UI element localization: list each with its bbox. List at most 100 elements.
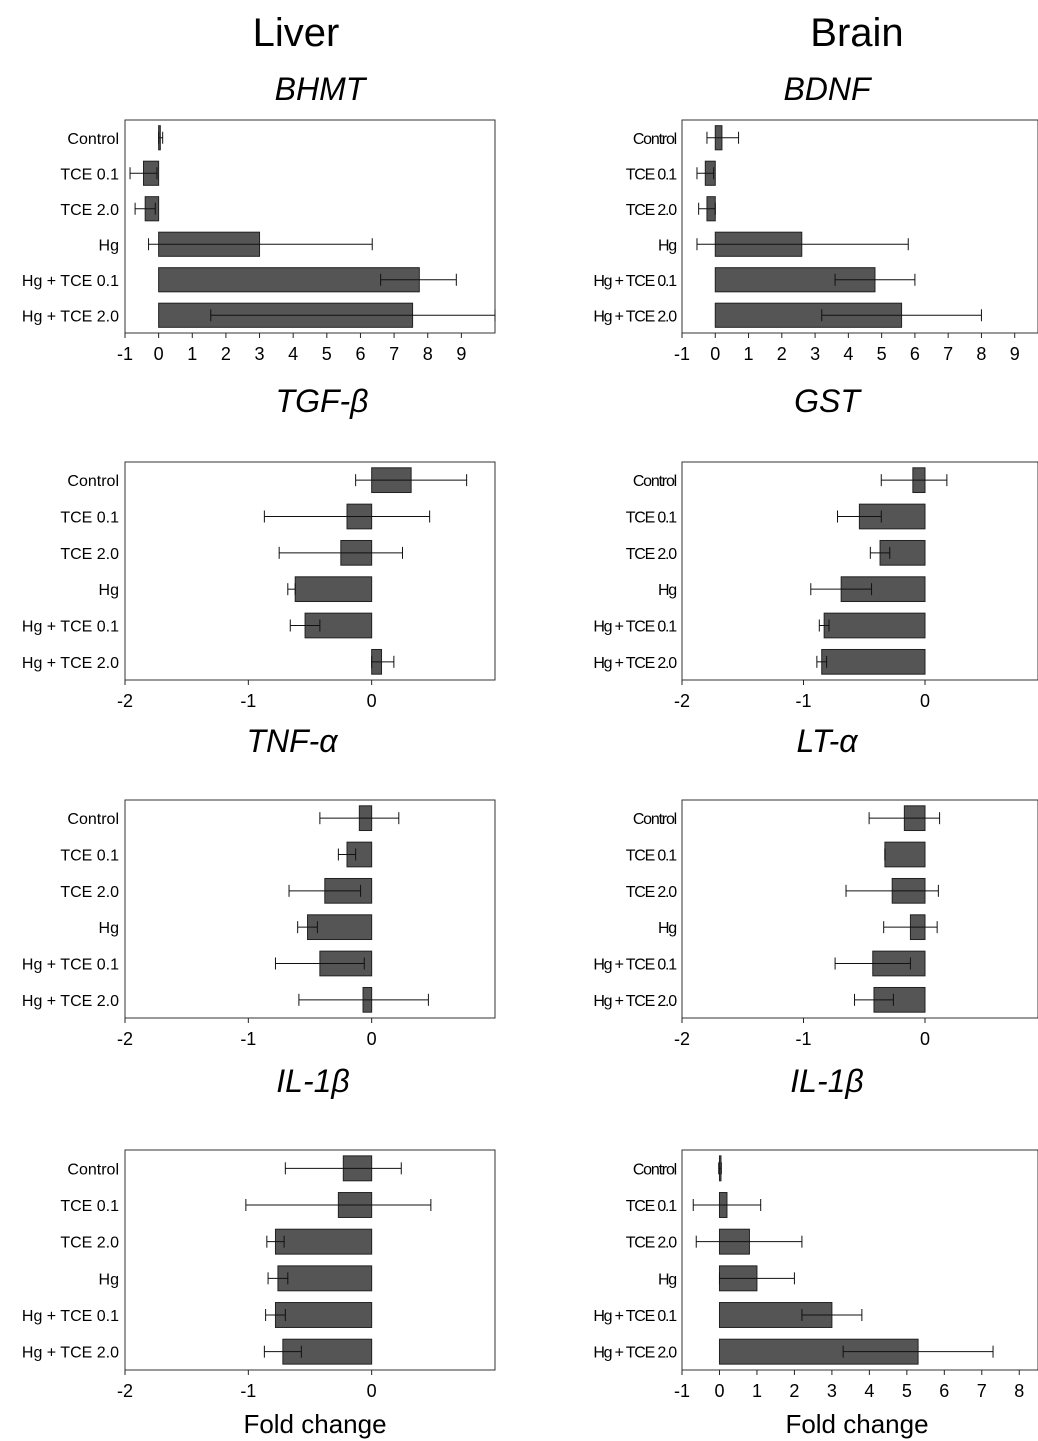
- x-tick-label: 6: [910, 344, 920, 364]
- category-label: TCE 0.1: [60, 848, 119, 865]
- category-label: TCE 0.1: [626, 166, 678, 183]
- x-tick-label: -1: [674, 344, 690, 364]
- error-bar: [816, 655, 828, 668]
- x-tick-label: 4: [864, 1381, 874, 1401]
- plot-frame: [124, 119, 496, 334]
- x-tick-label: 3: [255, 344, 265, 364]
- error-bar: [298, 993, 429, 1006]
- error-bar: [842, 1345, 994, 1358]
- category-label: Hg: [99, 237, 119, 254]
- error-bar: [267, 1272, 289, 1285]
- error-bar: [158, 131, 164, 144]
- category-label: Control: [67, 1161, 119, 1178]
- panel-3: TGF-β Control TCE 0.1 TCE 2.0 Hg Hg + TCE 0.1…: [22, 383, 496, 711]
- x-tick-label: 7: [943, 344, 953, 364]
- error-bar: [371, 655, 395, 668]
- column-title-liver: Liver: [253, 11, 340, 55]
- x-tick-label: 4: [288, 344, 298, 364]
- error-bar: [289, 619, 321, 632]
- category-label: Hg: [99, 920, 119, 937]
- error-bar: [696, 167, 715, 180]
- category-label: Hg + TCE 0.1: [22, 273, 119, 290]
- panel-6: LT-α Control TCE 0.1 TCE 2.0 Hg Hg + TCE 0.1 H…: [593, 723, 1038, 1049]
- x-tick-label: -1: [674, 1381, 690, 1401]
- category-label: Control: [67, 131, 119, 148]
- category-label: TCE 0.1: [626, 1198, 678, 1215]
- error-bar: [854, 993, 894, 1006]
- category-label: Hg + TCE 2.0: [22, 655, 119, 672]
- category-label: Control: [67, 811, 119, 828]
- error-bar: [263, 510, 431, 523]
- category-label: Control: [633, 131, 677, 148]
- panel-1: BHMT Control TCE 0.1 TCE 2.0 Hg Hg + TCE 0.1 H…: [22, 71, 496, 364]
- bar: [294, 576, 373, 603]
- panel-5: TNF-α Control TCE 0.1 TCE 2.0 Hg Hg + TCE 0.1…: [22, 723, 496, 1049]
- error-bar: [883, 921, 938, 934]
- category-label: TCE 2.0: [60, 884, 119, 901]
- bar: [840, 576, 926, 603]
- category-label: TCE 2.0: [626, 1235, 678, 1252]
- error-bar: [245, 1199, 432, 1211]
- category-label: Control: [633, 1161, 677, 1178]
- category-label: TCE 2.0: [60, 1235, 119, 1252]
- x-tick-label: -1: [240, 1029, 256, 1049]
- plot-frame: [681, 119, 1038, 334]
- error-bar: [380, 273, 457, 286]
- x-tick-label: 5: [902, 1381, 912, 1401]
- error-bar: [284, 1162, 402, 1175]
- x-tick-label: -1: [240, 1381, 256, 1401]
- panel-2: BDNF Control TCE 0.1 TCE 2.0 Hg Hg + TCE 0.1 H…: [593, 71, 1038, 364]
- x-tick-label: 2: [789, 1381, 799, 1401]
- error-bar: [698, 202, 716, 215]
- x-tick-label: -2: [117, 1381, 133, 1401]
- category-label: Hg: [99, 582, 119, 599]
- category-label: Hg + TCE 0.1: [593, 619, 677, 636]
- category-label: Hg + TCE 2.0: [593, 1345, 677, 1362]
- category-label: Hg + TCE 2.0: [593, 308, 677, 325]
- error-bar: [834, 273, 916, 286]
- panel-title: LT-α: [797, 723, 859, 759]
- category-label: Hg + TCE 0.1: [22, 1308, 119, 1325]
- category-label: Hg + TCE 0.1: [593, 957, 677, 974]
- x-tick-label: 0: [920, 691, 930, 711]
- panel-4: GST Control TCE 0.1 TCE 2.0 Hg Hg + TCE 0.1 Hg…: [593, 383, 1038, 711]
- panel-8: IL-1β Control TCE 0.1 TCE 2.0 Hg Hg + TCE 0.1…: [593, 1063, 1038, 1439]
- x-tick-label: 7: [977, 1381, 987, 1401]
- plot-frame: [124, 461, 496, 681]
- x-tick-label: 0: [367, 1029, 377, 1049]
- error-bar: [880, 474, 948, 487]
- error-bar: [134, 202, 156, 215]
- category-label: TCE 0.1: [626, 848, 678, 865]
- x-tick-label: 9: [456, 344, 466, 364]
- error-bar: [263, 1345, 302, 1358]
- x-tick-label: -2: [117, 691, 133, 711]
- x-tick-label: 5: [877, 344, 887, 364]
- category-label: TCE 0.1: [60, 510, 119, 527]
- x-tick-label: -1: [117, 344, 133, 364]
- x-tick-label: 0: [367, 1381, 377, 1401]
- panel-title: TNF-α: [246, 723, 338, 759]
- bar: [821, 648, 926, 675]
- plot-frame: [124, 1149, 496, 1371]
- category-label: Hg + TCE 2.0: [22, 1345, 119, 1362]
- category-label: Control: [633, 473, 677, 490]
- panel-title: IL-1β: [276, 1063, 349, 1099]
- x-tick-label: 3: [810, 344, 820, 364]
- x-tick-label: 6: [939, 1381, 949, 1401]
- x-tick-label: 8: [1014, 1381, 1024, 1401]
- error-bar: [297, 921, 318, 934]
- category-label: Hg + TCE 0.1: [593, 1308, 677, 1325]
- x-tick-label: 0: [714, 1381, 724, 1401]
- error-bar: [845, 884, 939, 897]
- category-label: Hg + TCE 2.0: [593, 993, 677, 1010]
- category-label: Hg + TCE 0.1: [22, 957, 119, 974]
- column-title-brain: Brain: [810, 11, 903, 55]
- plot-frame: [681, 461, 1038, 681]
- x-tick-label: -2: [117, 1029, 133, 1049]
- panel-7: IL-1β Control TCE 0.1 TCE 2.0 Hg Hg + TCE 0.1…: [22, 1063, 496, 1439]
- error-bar: [274, 957, 365, 970]
- bar: [823, 612, 926, 639]
- error-bar: [319, 812, 400, 825]
- category-label: TCE 2.0: [626, 202, 678, 219]
- plot-frame: [124, 799, 496, 1019]
